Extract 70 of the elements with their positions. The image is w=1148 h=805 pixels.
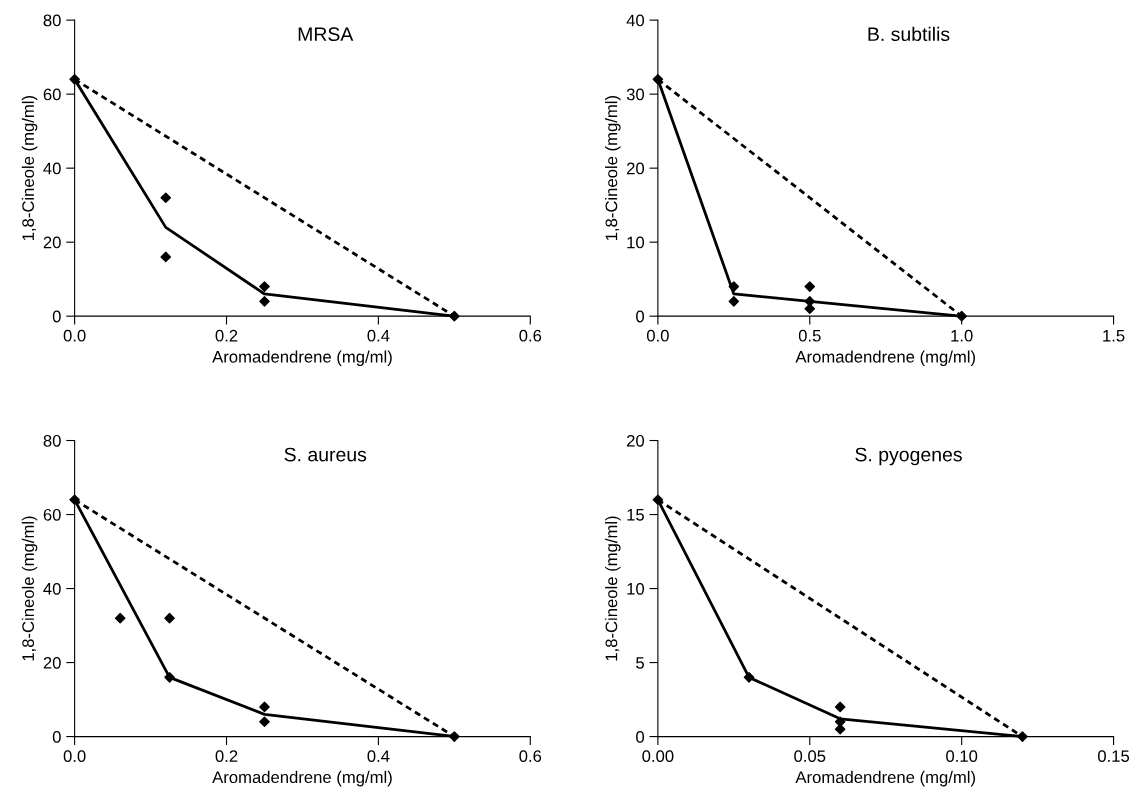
chart-title: S. aureus [284, 447, 367, 462]
y-tick-label: 10 [627, 236, 645, 249]
point [259, 716, 270, 728]
x-tick-label: 0.0 [63, 750, 86, 763]
y-tick-label: 80 [43, 14, 61, 27]
chart-title: MRSA [298, 27, 354, 42]
point [259, 701, 270, 713]
y-axis-title: 1,8-Cineole (mg/ml) [21, 96, 38, 241]
y-tick-label: 5 [636, 657, 644, 669]
point [449, 731, 460, 742]
point [1017, 731, 1028, 742]
chart-title: B. subtilis [868, 26, 950, 42]
x-axis-title: Aromadendrene (mg/ml) [212, 350, 392, 366]
y-tick-label: 0 [636, 310, 645, 323]
point [956, 310, 967, 322]
point [652, 74, 664, 85]
x-tick-label: 1.0 [951, 329, 973, 342]
x-tick-label: 0.10 [946, 750, 978, 763]
x-tick-label: 0.4 [367, 329, 390, 342]
x-tick-label: 0.4 [367, 750, 390, 763]
y-tick-label: 80 [43, 434, 61, 447]
y-tick-label: 60 [43, 508, 61, 521]
y-tick-label: 20 [43, 656, 61, 669]
x-tick-label: 0.2 [215, 329, 238, 342]
y-axis-title: 1,8-Cineole (mg/ml) [21, 516, 38, 661]
point [164, 672, 175, 683]
y-tick-label: 60 [43, 88, 61, 101]
y-tick-label: 40 [43, 162, 61, 175]
x-tick-label: 0.15 [1097, 750, 1130, 763]
y-axis-title: 1,8-Cineole (mg/ml) [605, 96, 621, 241]
x-tick-label: 0.6 [519, 329, 542, 342]
y-tick-label: 20 [626, 434, 645, 447]
x-tick-label: 0.2 [215, 750, 238, 763]
y-axis-title: 1,8-Cineole (mg/ml) [605, 516, 621, 661]
point [164, 612, 175, 624]
point [449, 310, 460, 322]
y-tick-label: 40 [43, 582, 61, 595]
y-tick-label: 0 [52, 310, 61, 323]
x-axis-title: Aromadendrene (mg/ml) [795, 770, 976, 787]
point [743, 672, 755, 683]
chart-title: S. pyogenes [855, 447, 962, 466]
point [259, 296, 270, 307]
point [834, 701, 846, 713]
point [804, 281, 816, 292]
x-tick-label: 0.0 [646, 329, 669, 342]
point [69, 74, 80, 85]
y-tick-label: 0 [636, 730, 645, 743]
point [160, 251, 172, 263]
y-tick-label: 30 [626, 88, 645, 101]
point [728, 296, 740, 307]
y-tick-label: 20 [43, 236, 61, 249]
y-tick-label: 20 [626, 162, 645, 175]
point [652, 494, 664, 506]
x-axis-title: Aromadendrene (mg/ml) [212, 770, 392, 787]
x-axis-title: Aromadendrene (mg/ml) [795, 350, 976, 366]
x-tick-label: 0.00 [642, 750, 674, 763]
point [160, 192, 172, 204]
point [728, 281, 740, 292]
y-tick-label: 40 [626, 14, 645, 27]
y-tick-label: 15 [627, 509, 644, 521]
y-tick-label: 10 [627, 582, 645, 595]
x-tick-label: 0.0 [63, 329, 86, 342]
x-tick-label: 0.5 [798, 329, 821, 342]
x-tick-label: 0.05 [794, 750, 826, 763]
x-tick-label: 0.6 [519, 750, 542, 763]
point [114, 612, 126, 624]
y-tick-label: 0 [52, 730, 61, 743]
point [69, 494, 80, 506]
point [259, 281, 270, 292]
x-tick-label: 1.5 [1103, 329, 1125, 342]
